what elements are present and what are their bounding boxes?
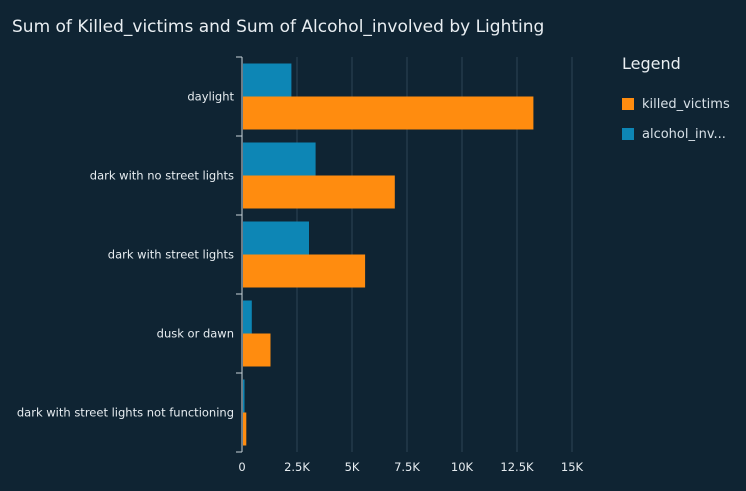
bar-killed-victims[interactable] xyxy=(243,175,395,209)
bar-alcohol-involved[interactable] xyxy=(243,221,309,255)
chart-title: Sum of Killed_victims and Sum of Alcohol… xyxy=(12,17,545,37)
x-tick-label: 2.5K xyxy=(284,460,310,474)
legend-label: alcohol_inv... xyxy=(642,126,726,142)
legend-item-killed-victims[interactable]: killed_victims xyxy=(622,95,742,113)
category-label: dark with street lights xyxy=(108,248,234,262)
category-label: dark with street lights not functioning xyxy=(17,406,234,420)
x-tick-label: 0 xyxy=(238,460,245,474)
x-tick-label: 12.5K xyxy=(500,460,534,474)
legend-label: killed_victims xyxy=(642,96,730,112)
x-tick-label: 7.5K xyxy=(394,460,420,474)
bar-killed-victims[interactable] xyxy=(243,96,534,130)
bar-killed-victims[interactable] xyxy=(243,333,271,367)
legend-swatch xyxy=(622,98,634,110)
bar-alcohol-involved[interactable] xyxy=(243,63,292,97)
category-label: dusk or dawn xyxy=(157,327,234,341)
bar-alcohol-involved[interactable] xyxy=(243,142,316,176)
x-tick-label: 15K xyxy=(561,460,584,474)
category-label: daylight xyxy=(187,90,234,104)
legend-item-alcohol-involved[interactable]: alcohol_inv... xyxy=(622,125,742,143)
x-tick-label: 10K xyxy=(451,460,474,474)
bar-alcohol-involved[interactable] xyxy=(243,300,252,334)
legend-swatch xyxy=(622,128,634,140)
bar-killed-victims[interactable] xyxy=(243,254,366,288)
bar-killed-victims[interactable] xyxy=(243,412,247,446)
category-label: dark with no street lights xyxy=(90,169,234,183)
x-tick-label: 5K xyxy=(345,460,360,474)
bar-alcohol-involved[interactable] xyxy=(243,379,245,413)
legend-title: Legend xyxy=(622,54,681,73)
legend: Legend killed_victims alcohol_inv... xyxy=(622,54,742,155)
